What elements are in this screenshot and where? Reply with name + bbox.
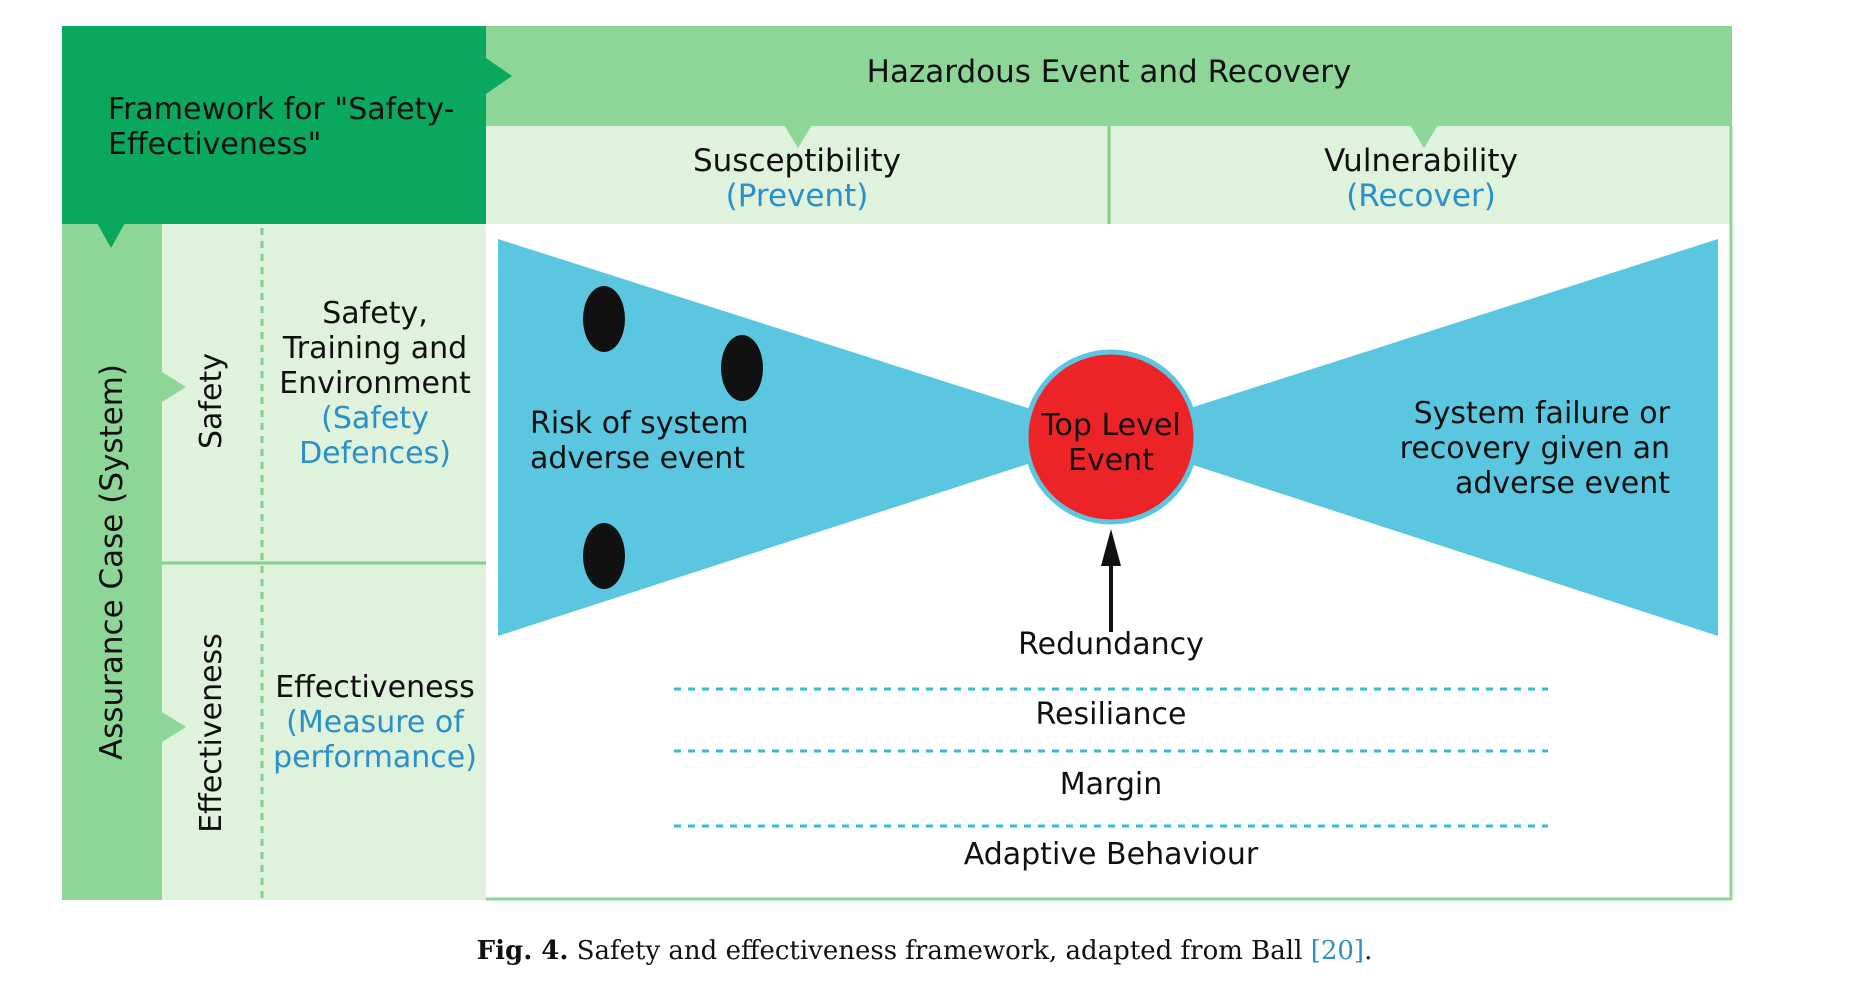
caption-citation-link[interactable]: [20] (1310, 936, 1365, 966)
assurance-case-label: Assurance Case (System) (94, 363, 130, 761)
layer-resiliance: Resiliance (1035, 697, 1187, 732)
safety-description: Safety, Training and Environment (Safety… (279, 296, 471, 471)
effectiveness-row-label: Effectiveness (194, 633, 229, 833)
framework-title: Framework for "Safety-Effectiveness" (108, 92, 455, 162)
threat-dot (583, 523, 625, 589)
header-bar (486, 26, 1732, 126)
layer-adaptive-behaviour: Adaptive Behaviour (963, 837, 1259, 872)
framework-arrow-down (97, 223, 125, 248)
caption-fig-number: Fig. 4. (476, 936, 569, 966)
header-title: Hazardous Event and Recovery (866, 54, 1352, 90)
effectiveness-description: Effectiveness (Measure of performance) (273, 670, 477, 775)
framework-diagram (62, 26, 1733, 901)
vulnerability-arrow-down (1410, 125, 1438, 148)
threat-dot (583, 286, 625, 352)
redundancy-arrow-up (1101, 529, 1121, 566)
safety-arrow-right (162, 372, 186, 402)
susceptibility-label: Susceptibility (Prevent) (692, 143, 902, 214)
safety-row-label: Safety (194, 353, 229, 449)
figure-caption: Fig. 4. Safety and effectiveness framewo… (0, 936, 1849, 966)
bowtie-left-wedge (498, 239, 1034, 636)
assurance-column (62, 224, 162, 900)
framework-box (62, 26, 486, 224)
layer-redundancy: Redundancy (1018, 627, 1204, 662)
threat-dot (721, 335, 763, 401)
effectiveness-arrow-right (162, 712, 186, 742)
bowtie-left-text: Risk of system adverse event (530, 406, 749, 476)
vulnerability-label: Vulnerability (Recover) (1324, 143, 1518, 214)
susceptibility-arrow-down (784, 125, 812, 148)
bowtie-right-text: System failure or recovery given an adve… (1399, 396, 1670, 501)
caption-end: . (1364, 936, 1373, 966)
framework-arrow-right (486, 58, 512, 94)
caption-text: Safety and effectiveness framework, adap… (576, 936, 1303, 966)
top-level-event-text: Top Level Event (1041, 408, 1181, 478)
bowtie-right-wedge (1184, 239, 1718, 636)
layer-margin: Margin (1059, 767, 1163, 802)
top-level-event-circle (1023, 349, 1199, 525)
